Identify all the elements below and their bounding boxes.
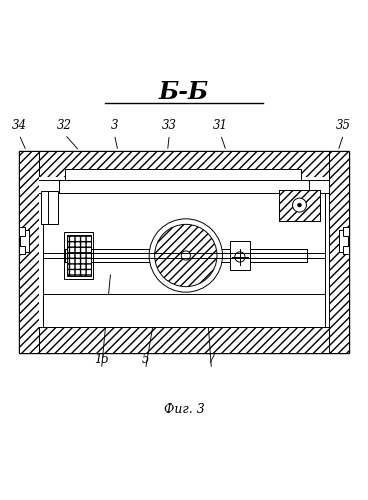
Bar bbox=[343, 246, 349, 254]
Text: Фиг. 3: Фиг. 3 bbox=[164, 403, 204, 416]
Bar bbox=[19, 151, 349, 352]
Ellipse shape bbox=[155, 224, 217, 286]
Bar bbox=[65, 170, 301, 180]
Bar bbox=[43, 294, 325, 327]
Text: 31: 31 bbox=[213, 119, 228, 132]
Text: Б-Б: Б-Б bbox=[159, 80, 209, 104]
Bar bbox=[329, 151, 349, 352]
Bar bbox=[19, 327, 349, 352]
Bar bbox=[19, 151, 39, 352]
Bar bbox=[19, 246, 25, 254]
Text: 34: 34 bbox=[11, 119, 26, 132]
Bar bbox=[65, 249, 307, 262]
Ellipse shape bbox=[235, 252, 245, 262]
Bar bbox=[309, 176, 329, 180]
Ellipse shape bbox=[298, 204, 301, 207]
Bar bbox=[64, 232, 93, 280]
Bar bbox=[59, 176, 309, 180]
Text: 15: 15 bbox=[94, 354, 109, 366]
Bar bbox=[20, 230, 29, 252]
Ellipse shape bbox=[181, 251, 190, 260]
Bar bbox=[279, 190, 320, 220]
Bar bbox=[339, 230, 348, 252]
Text: 33: 33 bbox=[162, 119, 177, 132]
Text: 32: 32 bbox=[57, 119, 72, 132]
Text: 3: 3 bbox=[111, 119, 118, 132]
Bar bbox=[41, 192, 57, 224]
Bar bbox=[67, 236, 91, 276]
Bar bbox=[343, 228, 349, 236]
Bar bbox=[19, 151, 349, 176]
Bar bbox=[39, 176, 329, 327]
Bar bbox=[39, 176, 59, 180]
Bar bbox=[19, 228, 25, 236]
Bar bbox=[279, 190, 320, 220]
Ellipse shape bbox=[293, 198, 307, 212]
Text: 5: 5 bbox=[142, 354, 149, 366]
Text: 7: 7 bbox=[208, 354, 215, 366]
Text: 35: 35 bbox=[336, 119, 351, 132]
Ellipse shape bbox=[149, 219, 223, 292]
Bar bbox=[230, 241, 250, 270]
Bar bbox=[59, 180, 309, 193]
